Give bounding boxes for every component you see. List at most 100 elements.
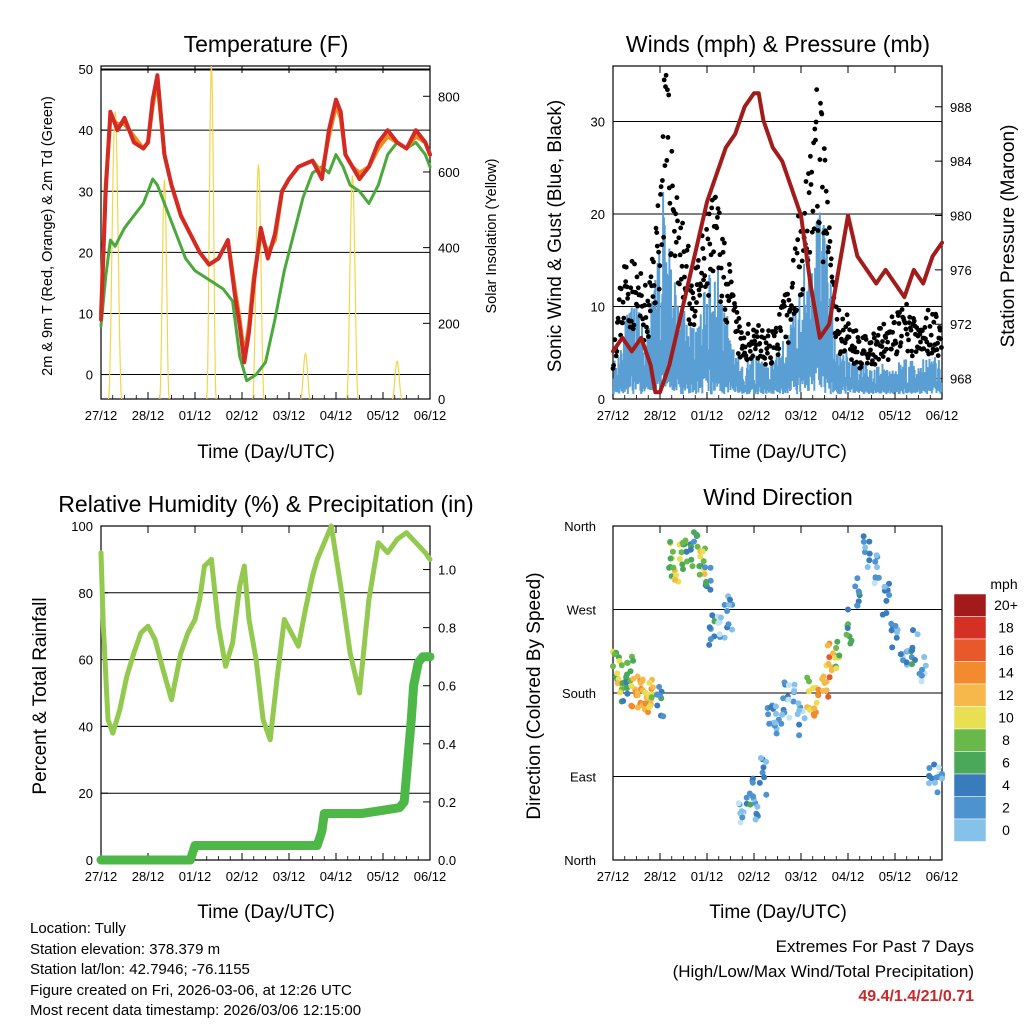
legend-swatch — [953, 818, 987, 842]
direction-point — [702, 564, 708, 571]
gust-point — [654, 230, 660, 236]
y-tick-label: 60 — [79, 653, 93, 668]
y2-tick-label: 0.6 — [438, 679, 456, 694]
direction-point — [773, 710, 779, 717]
direction-point — [672, 576, 679, 583]
solar-insolation-peak — [300, 352, 311, 400]
gust-point — [663, 72, 669, 78]
gust-point — [672, 253, 678, 259]
legend-swatch — [953, 683, 987, 707]
gust-point — [876, 356, 882, 362]
gust-point — [698, 283, 704, 289]
created-text: Figure created on Fri, 2026-03-06, at 12… — [30, 981, 352, 999]
gust-point — [868, 340, 874, 345]
gust-point — [761, 335, 767, 341]
direction-point — [864, 564, 871, 570]
direction-point — [854, 602, 861, 609]
gust-point — [754, 334, 760, 340]
gust-point — [898, 340, 904, 346]
direction-point — [654, 702, 661, 709]
legend-swatch — [953, 616, 987, 640]
gust-point — [734, 319, 739, 325]
direction-point — [634, 673, 641, 680]
gust-point — [792, 246, 798, 252]
legend-swatch — [953, 728, 987, 752]
direction-point — [872, 574, 879, 581]
direction-point — [669, 548, 676, 555]
gust-point — [837, 330, 842, 335]
y2-tick-label: 600 — [438, 165, 460, 180]
gust-point — [937, 327, 943, 333]
gust-point — [635, 285, 641, 291]
gust-point — [692, 313, 697, 319]
gust-point — [692, 308, 698, 314]
gust-point — [654, 243, 660, 249]
solar-insolation-peak — [391, 359, 403, 400]
gust-point — [911, 318, 917, 324]
direction-point — [697, 553, 704, 560]
gust-point — [727, 269, 733, 274]
gust-point — [691, 322, 697, 328]
gust-point — [620, 299, 626, 305]
direction-point — [855, 588, 862, 595]
legend-label: 18 — [998, 620, 1014, 636]
y2-tick-label: 200 — [438, 316, 460, 331]
direction-point — [678, 549, 685, 556]
gust-point — [938, 336, 944, 342]
temp-2m-line — [99, 73, 432, 365]
gust-point — [789, 303, 794, 308]
direction-point — [778, 720, 785, 727]
gust-point — [775, 352, 781, 358]
direction-point — [903, 659, 910, 666]
gust-point — [647, 308, 653, 314]
direction-point — [718, 614, 724, 621]
gust-point — [720, 236, 725, 242]
gust-point — [868, 347, 873, 353]
gust-point — [616, 297, 622, 302]
direction-point — [872, 558, 879, 565]
direction-point — [703, 580, 709, 587]
y-tick-label: 20 — [591, 207, 605, 222]
direction-point — [646, 679, 653, 686]
direction-point — [844, 625, 851, 631]
direction-tick-label: North — [564, 519, 596, 534]
direction-point — [707, 577, 714, 584]
direction-point — [866, 557, 873, 564]
gust-point — [706, 211, 712, 217]
y2-tick-label: 0.0 — [438, 853, 456, 868]
direction-point — [886, 592, 893, 598]
direction-point — [696, 563, 703, 570]
gust-point — [665, 135, 671, 140]
direction-point — [939, 775, 945, 782]
gust-point — [836, 307, 842, 313]
x-tick-label: 28/12 — [132, 408, 165, 423]
gust-point — [816, 220, 822, 226]
x-tick-label: 03/12 — [273, 869, 306, 884]
gust-point — [881, 321, 887, 327]
gust-point — [628, 318, 634, 324]
gust-point — [710, 268, 716, 274]
gust-point — [847, 327, 852, 333]
gust-point — [813, 119, 819, 125]
legend-label: 0 — [1002, 822, 1010, 838]
solar-insolation-peak — [346, 175, 359, 400]
gust-point — [790, 257, 796, 263]
direction-point — [623, 684, 630, 691]
gust-point — [782, 303, 787, 309]
gust-point — [697, 292, 703, 298]
gust-point — [913, 349, 919, 355]
direction-point — [811, 705, 818, 712]
direction-point — [862, 544, 869, 551]
gust-point — [730, 293, 736, 298]
gust-point — [759, 328, 765, 333]
extremes-values: 49.4/1.4/21/0.71 — [858, 988, 974, 1005]
gust-point — [737, 324, 742, 330]
gust-point — [662, 163, 668, 169]
gust-point — [656, 249, 661, 255]
direction-point — [934, 789, 941, 796]
direction-point — [642, 689, 649, 696]
direction-point — [716, 619, 723, 626]
wind-direction-title: Wind Direction — [703, 484, 853, 510]
direction-point — [696, 571, 703, 578]
gust-point — [786, 297, 792, 303]
